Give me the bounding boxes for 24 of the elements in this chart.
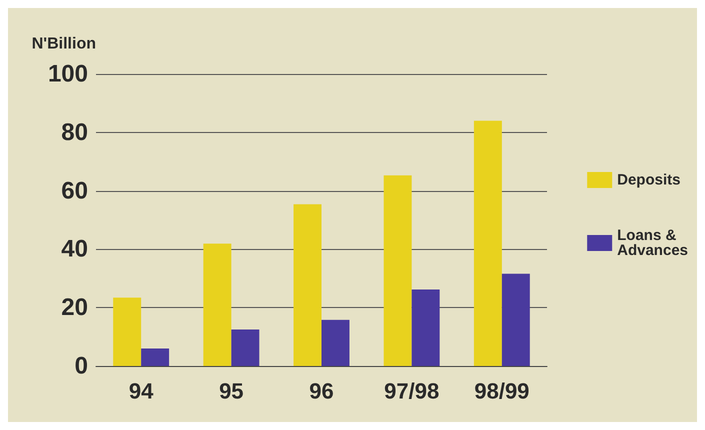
x-tick-label: 97/98 — [384, 378, 440, 404]
x-tick-label: 94 — [128, 378, 154, 404]
legend-label: Loans & Advances — [617, 227, 688, 259]
x-tick-label: 96 — [309, 378, 334, 404]
bar — [412, 289, 440, 366]
y-tick-label: 60 — [61, 177, 88, 204]
bar — [502, 274, 530, 366]
y-tick-label: 0 — [74, 352, 88, 380]
bar — [231, 330, 260, 366]
bar — [113, 298, 142, 366]
y-tick-label: 20 — [61, 294, 88, 322]
x-tick-label: 95 — [219, 378, 244, 404]
y-axis-title: N'Billion — [32, 36, 96, 52]
y-tick-label: 40 — [61, 236, 88, 263]
bar — [141, 348, 170, 366]
bar — [322, 320, 350, 366]
bar — [474, 120, 502, 366]
x-tick-label: 98/99 — [474, 378, 530, 404]
y-tick-label: 100 — [48, 60, 88, 88]
bar — [384, 175, 412, 366]
legend-label: Deposits — [617, 172, 680, 188]
y-tick-label: 80 — [61, 118, 88, 146]
bar — [294, 204, 322, 366]
bar — [203, 244, 232, 366]
